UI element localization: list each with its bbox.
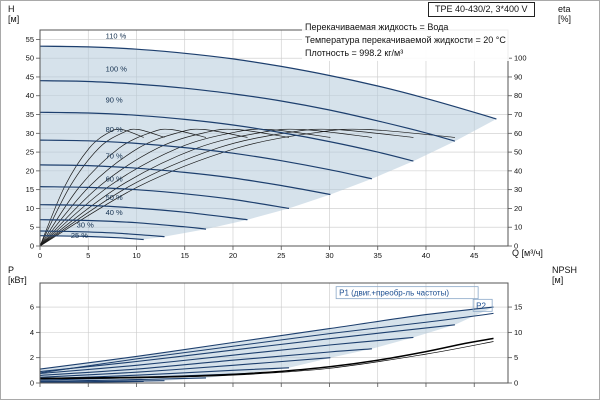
svg-text:10: 10 <box>132 251 140 260</box>
svg-text:0: 0 <box>30 379 34 388</box>
npsh-axis-unit: [м] <box>552 275 564 285</box>
svg-text:100: 100 <box>514 54 527 63</box>
svg-text:90 %: 90 % <box>106 96 123 105</box>
svg-text:15: 15 <box>181 251 189 260</box>
svg-text:70 %: 70 % <box>106 151 123 160</box>
svg-text:15: 15 <box>514 303 522 312</box>
svg-text:0: 0 <box>514 379 518 388</box>
power-axis-label: P [кВт] <box>8 265 27 285</box>
svg-text:10: 10 <box>26 204 34 213</box>
svg-text:50: 50 <box>26 54 34 63</box>
head-axis-label: H [м] <box>8 4 19 24</box>
svg-text:60: 60 <box>514 129 522 138</box>
pump-model-badge: TPE 40-430/2, 3*400 V <box>428 2 535 17</box>
svg-text:40: 40 <box>26 91 34 100</box>
svg-text:0: 0 <box>514 242 518 251</box>
flow-axis-label: Q [м³/ч] <box>512 248 543 258</box>
svg-text:20: 20 <box>229 251 237 260</box>
svg-text:55: 55 <box>26 35 34 44</box>
svg-text:110 %: 110 % <box>106 32 127 41</box>
svg-text:45: 45 <box>470 251 478 260</box>
head-axis-symbol: H <box>8 4 15 14</box>
svg-text:4: 4 <box>30 328 34 337</box>
svg-text:30 %: 30 % <box>77 221 94 230</box>
svg-text:90: 90 <box>514 72 522 81</box>
svg-text:P1 (двиг.+преобр-ль частоты): P1 (двиг.+преобр-ль частоты) <box>339 289 449 298</box>
svg-text:45: 45 <box>26 72 34 81</box>
svg-text:35: 35 <box>374 251 382 260</box>
svg-text:0: 0 <box>38 251 42 260</box>
info-line-density: Плотность = 998.2 кг/м³ <box>305 48 404 58</box>
svg-text:20: 20 <box>26 166 34 175</box>
svg-text:30: 30 <box>26 129 34 138</box>
svg-text:80: 80 <box>514 91 522 100</box>
info-line-fluid: Перекачиваемая жидкость = Вода <box>305 22 449 32</box>
svg-text:30: 30 <box>514 185 522 194</box>
eta-axis-unit: [%] <box>558 14 572 24</box>
svg-text:40 %: 40 % <box>106 208 123 217</box>
svg-text:6: 6 <box>30 303 34 312</box>
svg-text:25 %: 25 % <box>71 231 88 240</box>
svg-text:35: 35 <box>26 110 34 119</box>
svg-text:40: 40 <box>514 166 522 175</box>
svg-text:40: 40 <box>422 251 430 260</box>
fluid-info-block: Перекачиваемая жидкость = Вода Температу… <box>302 20 509 61</box>
svg-text:100 %: 100 % <box>106 65 128 74</box>
svg-text:0: 0 <box>30 242 34 251</box>
svg-text:70: 70 <box>514 110 522 119</box>
svg-text:15: 15 <box>26 185 34 194</box>
svg-text:20: 20 <box>514 204 522 213</box>
svg-text:5: 5 <box>30 223 34 232</box>
svg-text:2: 2 <box>30 353 34 362</box>
svg-text:10: 10 <box>514 223 522 232</box>
svg-text:25: 25 <box>277 251 285 260</box>
npsh-axis-label: NPSH [м] <box>552 265 577 285</box>
svg-text:30: 30 <box>325 251 333 260</box>
svg-text:5: 5 <box>514 353 518 362</box>
svg-text:50: 50 <box>514 148 522 157</box>
svg-text:P2: P2 <box>476 301 486 310</box>
power-axis-symbol: P <box>8 265 15 275</box>
eta-axis-symbol: eta <box>558 4 571 14</box>
npsh-axis-symbol: NPSH <box>552 265 578 275</box>
svg-text:10: 10 <box>514 328 522 337</box>
svg-text:80 %: 80 % <box>106 125 123 134</box>
svg-text:5: 5 <box>86 251 90 260</box>
eta-axis-label: eta [%] <box>558 4 571 24</box>
svg-text:25: 25 <box>26 148 34 157</box>
svg-text:60 %: 60 % <box>106 174 123 183</box>
power-axis-unit: [кВт] <box>8 275 27 285</box>
head-axis-unit: [м] <box>8 14 20 24</box>
svg-text:50 %: 50 % <box>106 193 123 202</box>
info-line-temperature: Температура перекачиваемой жидкости = 20… <box>305 35 506 45</box>
